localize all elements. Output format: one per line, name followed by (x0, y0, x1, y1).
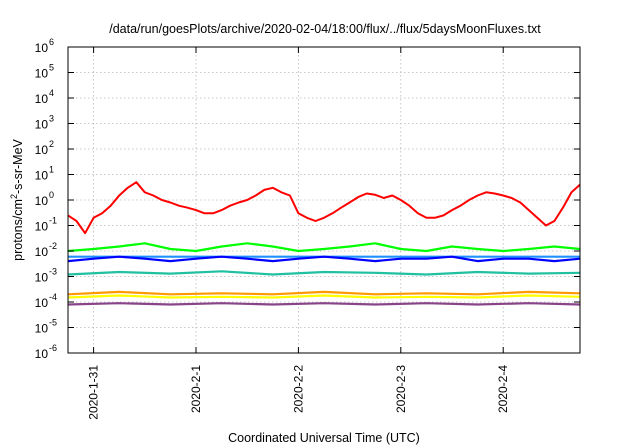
y-tick-label: 10-2 (35, 241, 57, 259)
series-line-1 (67, 181, 581, 235)
y-tick-label: 103 (35, 114, 54, 132)
y-tick-label: 10-6 (35, 343, 57, 361)
series-line-6 (67, 290, 581, 296)
y-tick-label: 105 (35, 63, 54, 81)
y-tick-label: 10-4 (35, 292, 57, 310)
series-line-7 (67, 294, 581, 299)
x-tick-label: 2020-2-4 (496, 365, 510, 413)
series-line-2 (67, 242, 581, 253)
chart-title: /data/run/goesPlots/archive/2020-02-04/1… (109, 22, 541, 36)
x-axis: 2020-1-31 2020-2-1 2020-2-2 2020-2-3 2020-2-… (87, 47, 510, 420)
y-tick-label: 10-5 (35, 318, 57, 336)
y-tick-label: 104 (35, 88, 54, 106)
x-tick-label: 2020-2-1 (189, 365, 203, 413)
grid (68, 47, 580, 353)
y-axis-label: protons/cm2-s-sr-MeV (9, 138, 25, 260)
x-tick-label: 2020-1-31 (87, 365, 101, 420)
x-tick-label: 2020-2-2 (291, 365, 305, 413)
y-axis: 10-6 10-5 10-4 10-3 10-2 10-1 100 101 102 103 104 1… (35, 37, 580, 361)
y-tick-label: 10-1 (35, 216, 57, 234)
series-layer (67, 181, 581, 306)
x-axis-label: Coordinated Universal Time (UTC) (228, 431, 420, 445)
y-tick-label: 101 (35, 165, 54, 183)
series-line-3 (67, 255, 581, 263)
y-tick-label: 10-3 (35, 267, 57, 285)
y-tick-label: 100 (35, 190, 54, 208)
series-line-8 (67, 302, 581, 306)
y-tick-label: 106 (35, 37, 54, 55)
y-tick-label: 102 (35, 139, 54, 157)
series-line-5 (67, 270, 581, 276)
x-tick-label: 2020-2-3 (394, 365, 408, 413)
